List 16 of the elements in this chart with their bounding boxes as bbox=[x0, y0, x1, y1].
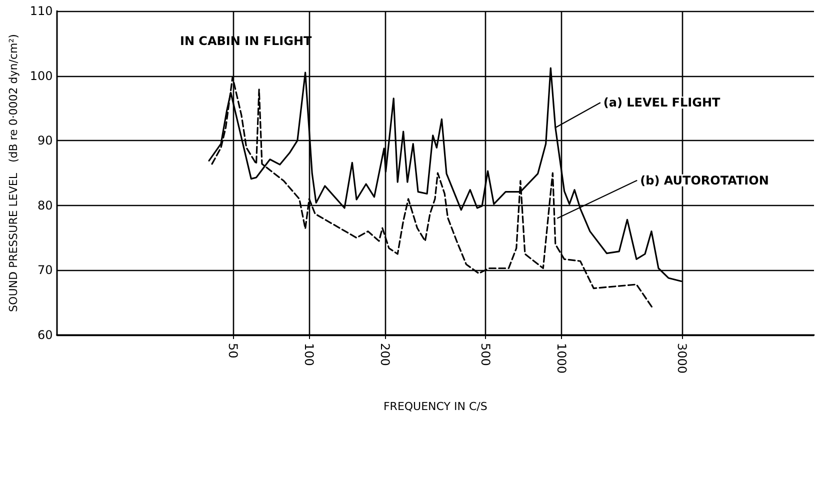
annotation: (a) LEVEL FLIGHT bbox=[603, 96, 721, 110]
y-tick-label: 100 bbox=[30, 68, 53, 83]
y-tick-label: 110 bbox=[30, 4, 53, 18]
x-tick-label: 3000 bbox=[675, 343, 690, 374]
x-tick-label: 1000 bbox=[554, 343, 569, 374]
x-tick-label: 100 bbox=[302, 343, 316, 366]
x-axis-title: FREQUENCY IN C/S bbox=[383, 400, 488, 413]
y-tick-label: 80 bbox=[38, 198, 53, 212]
y-tick-label: 90 bbox=[38, 134, 53, 148]
x-tick-label: 50 bbox=[226, 343, 240, 358]
annotation: (b) AUTOROTATION bbox=[640, 173, 769, 188]
y-tick-label: 60 bbox=[38, 328, 53, 342]
x-tick-label: 500 bbox=[478, 343, 493, 366]
x-tick-label: 200 bbox=[378, 343, 392, 366]
y-axis-title: SOUND PRESSURE LEVEL (dB re 0·0002 dyn/cm²) bbox=[7, 34, 20, 312]
y-tick-label: 70 bbox=[38, 263, 53, 278]
